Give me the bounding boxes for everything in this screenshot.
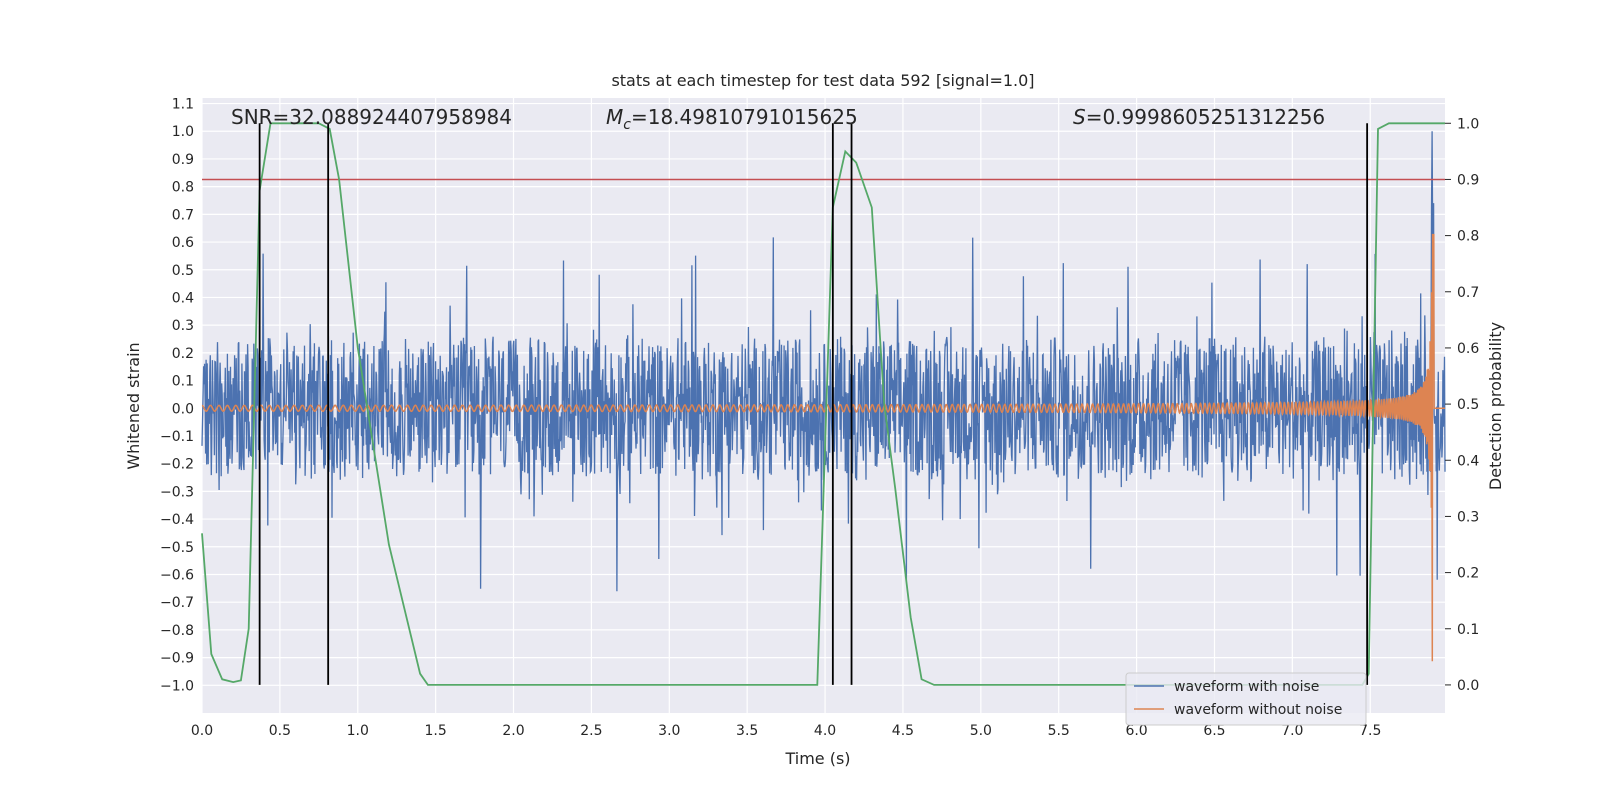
y-tick-label: 0.8 [172, 180, 194, 196]
x-tick-label: 6.0 [1125, 723, 1147, 739]
y2-tick-label: 0.6 [1457, 341, 1479, 357]
y-axis-label: Whitened strain [124, 342, 143, 469]
x-tick-label: 2.5 [580, 723, 602, 739]
x-tick-label: 7.5 [1359, 723, 1381, 739]
y-tick-label: 0.0 [172, 401, 194, 417]
x-tick-label: 1.5 [425, 723, 447, 739]
y2-tick-label: 0.9 [1457, 172, 1479, 188]
legend-label-noisy: waveform with noise [1174, 679, 1319, 695]
legend-label-clean: waveform without noise [1174, 702, 1342, 718]
legend: waveform with noise waveform without noi… [1125, 672, 1367, 726]
tick-layer: 0.0 0.5 1.0 1.5 2.0 2.5 3.0 3.5 4.0 4.5 5.0 5.5 6.0 6… [160, 97, 1479, 739]
y2-tick-label: 0.2 [1457, 566, 1479, 582]
event-marker-layer [258, 123, 1369, 685]
chart-title: stats at each timestep for test data 592… [611, 71, 1034, 90]
chirp-mass-symbol: M [606, 105, 623, 129]
snr-annotation: SNR=32.088924407958984 [231, 105, 512, 129]
x-tick-label: 3.0 [658, 723, 680, 739]
y-tick-label: 0.1 [172, 374, 194, 390]
y-tick-label: 0.2 [172, 346, 194, 362]
y-tick-label: −0.4 [160, 512, 194, 528]
y-tick-label: −0.5 [160, 540, 194, 556]
x-tick-label: 3.5 [736, 723, 758, 739]
clean-waveform-series [201, 233, 1445, 662]
chirp-mass-value: =18.49810791015625 [631, 105, 858, 129]
y-tick-label: 0.7 [172, 207, 194, 223]
y2-tick-label: 1.0 [1457, 116, 1479, 132]
x-axis-label: Time (s) [784, 749, 850, 768]
y-tick-label: −0.2 [160, 457, 194, 473]
y2-tick-label: 0.5 [1457, 397, 1479, 413]
y-tick-label: −0.8 [160, 623, 194, 639]
y-tick-label: 0.5 [172, 263, 194, 279]
y2-tick-label: 0.8 [1457, 229, 1479, 245]
s-annotation: S=0.9998605251312256 [1073, 105, 1325, 129]
x-tick-label: 6.5 [1203, 723, 1225, 739]
y-tick-label: 0.9 [172, 152, 194, 168]
legend-box [1125, 672, 1367, 726]
x-tick-label: 5.5 [1048, 723, 1070, 739]
x-tick-label: 2.0 [502, 723, 524, 739]
x-tick-label: 0.5 [269, 723, 291, 739]
y2-axis-label: Detection probability [1486, 322, 1505, 490]
y-tick-label: −0.6 [160, 567, 194, 583]
probability-series [201, 122, 1445, 686]
y-tick-label: 1.0 [172, 124, 194, 140]
y-tick-label: −0.3 [160, 484, 194, 500]
x-tick-label: 4.5 [892, 723, 914, 739]
x-tick-label: 0.0 [191, 723, 213, 739]
detection-probability-line [201, 122, 1445, 686]
y2-tick-label: 0.4 [1457, 453, 1479, 469]
y-tick-label: −1.0 [160, 678, 194, 694]
y2-tick-label: 0.7 [1457, 285, 1479, 301]
s-symbol: S [1073, 105, 1086, 129]
y2-tick-label: 0.3 [1457, 509, 1479, 525]
chirp-mass-annotation: Mc=18.49810791015625 [606, 105, 858, 133]
y-tick-label: 0.6 [172, 235, 194, 251]
y-tick-label: 0.4 [172, 290, 194, 306]
y-tick-label: 1.1 [172, 97, 194, 113]
x-tick-label: 5.0 [970, 723, 992, 739]
y-tick-label: −0.7 [160, 595, 194, 611]
y2-tick-label: 0.0 [1457, 678, 1479, 694]
chirp-mass-subscript: c [623, 117, 631, 133]
y-tick-label: 0.3 [172, 318, 194, 334]
x-tick-label: 1.0 [347, 723, 369, 739]
y-tick-label: −0.1 [160, 429, 194, 445]
x-tick-label: 4.0 [814, 723, 836, 739]
y2-tick-label: 0.1 [1457, 622, 1479, 638]
x-tick-label: 7.0 [1281, 723, 1303, 739]
y-tick-label: −0.9 [160, 651, 194, 667]
s-value: =0.9998605251312256 [1086, 105, 1325, 129]
clean-waveform-line [201, 233, 1445, 662]
